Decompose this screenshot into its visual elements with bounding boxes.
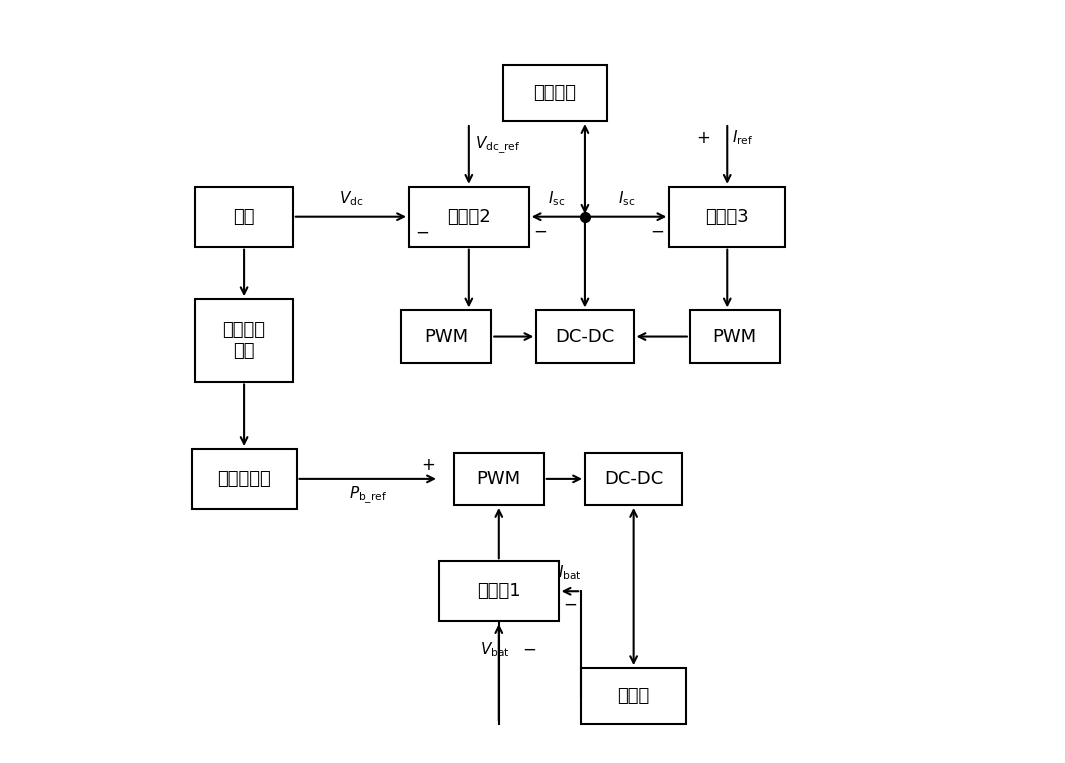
Text: PWM: PWM xyxy=(477,470,521,488)
Text: $I_{\rm ref}$: $I_{\rm ref}$ xyxy=(732,129,753,147)
Text: $-$: $-$ xyxy=(651,221,665,239)
Bar xyxy=(192,449,296,509)
Text: 低频分量
检测: 低频分量 检测 xyxy=(223,321,265,359)
Text: 控制器2: 控制器2 xyxy=(447,208,491,226)
Text: $+$: $+$ xyxy=(697,129,710,147)
Text: $I_{\rm bat}$: $I_{\rm bat}$ xyxy=(558,564,581,582)
Text: $P_{\rm b\_ref}$: $P_{\rm b\_ref}$ xyxy=(348,485,387,506)
Text: $I_{\rm sc}$: $I_{\rm sc}$ xyxy=(548,189,566,208)
Bar xyxy=(195,299,293,382)
Bar xyxy=(585,452,683,505)
Bar xyxy=(537,311,634,362)
Text: 控制器1: 控制器1 xyxy=(477,582,521,600)
Bar xyxy=(581,668,686,724)
Text: $-$: $-$ xyxy=(563,594,577,612)
Text: $-$: $-$ xyxy=(415,223,429,240)
Text: $V_{\rm dc}$: $V_{\rm dc}$ xyxy=(339,189,363,208)
Text: 负载: 负载 xyxy=(233,208,255,226)
Text: $I_{\rm sc}$: $I_{\rm sc}$ xyxy=(619,189,636,208)
Text: 超级电容: 超级电容 xyxy=(534,84,576,102)
Text: $-$: $-$ xyxy=(534,221,547,239)
Bar xyxy=(503,65,607,121)
Bar xyxy=(669,187,785,246)
Bar xyxy=(454,452,544,505)
Bar xyxy=(409,187,528,246)
Text: DC-DC: DC-DC xyxy=(555,327,615,346)
Text: $-$: $-$ xyxy=(522,640,536,658)
Text: $V_{\rm bat}$: $V_{\rm bat}$ xyxy=(480,640,510,658)
Text: PWM: PWM xyxy=(424,327,469,346)
Text: 模糊控制器: 模糊控制器 xyxy=(217,470,271,488)
Bar xyxy=(439,562,559,621)
Text: $V_{\rm dc\_ref}$: $V_{\rm dc\_ref}$ xyxy=(475,135,520,156)
Bar xyxy=(690,311,780,362)
Bar xyxy=(402,311,491,362)
Text: DC-DC: DC-DC xyxy=(604,470,663,488)
Text: 蓄电池: 蓄电池 xyxy=(618,687,650,705)
Text: PWM: PWM xyxy=(712,327,757,346)
Bar xyxy=(195,187,293,246)
Text: 控制器3: 控制器3 xyxy=(705,208,749,226)
Text: $+$: $+$ xyxy=(421,456,435,475)
